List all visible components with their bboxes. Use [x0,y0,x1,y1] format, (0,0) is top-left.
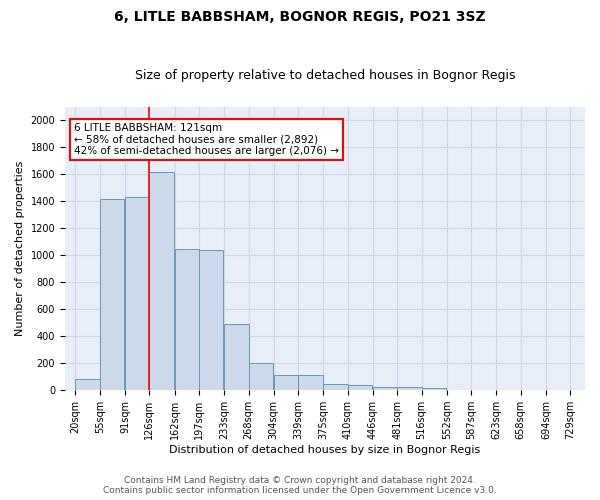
Bar [298,376,323,390]
Bar [175,248,199,390]
Bar [199,250,223,390]
Text: 6, LITLE BABBSHAM, BOGNOR REGIS, PO21 3SZ: 6, LITLE BABBSHAM, BOGNOR REGIS, PO21 3S… [114,10,486,24]
Title: Size of property relative to detached houses in Bognor Regis: Size of property relative to detached ho… [135,69,515,82]
Text: 6 LITLE BABBSHAM: 121sqm
← 58% of detached houses are smaller (2,892)
42% of sem: 6 LITLE BABBSHAM: 121sqm ← 58% of detach… [74,123,339,156]
Bar [323,384,347,390]
Bar [100,198,124,390]
X-axis label: Distribution of detached houses by size in Bognor Regis: Distribution of detached houses by size … [169,445,481,455]
Bar [274,376,298,390]
Bar [224,324,248,390]
Y-axis label: Number of detached properties: Number of detached properties [15,161,25,336]
Bar [422,388,446,390]
Bar [347,386,372,390]
Bar [248,363,273,390]
Bar [373,388,397,390]
Bar [397,388,422,390]
Bar [125,197,149,390]
Bar [149,172,174,390]
Bar [76,380,100,390]
Text: Contains HM Land Registry data © Crown copyright and database right 2024.
Contai: Contains HM Land Registry data © Crown c… [103,476,497,495]
